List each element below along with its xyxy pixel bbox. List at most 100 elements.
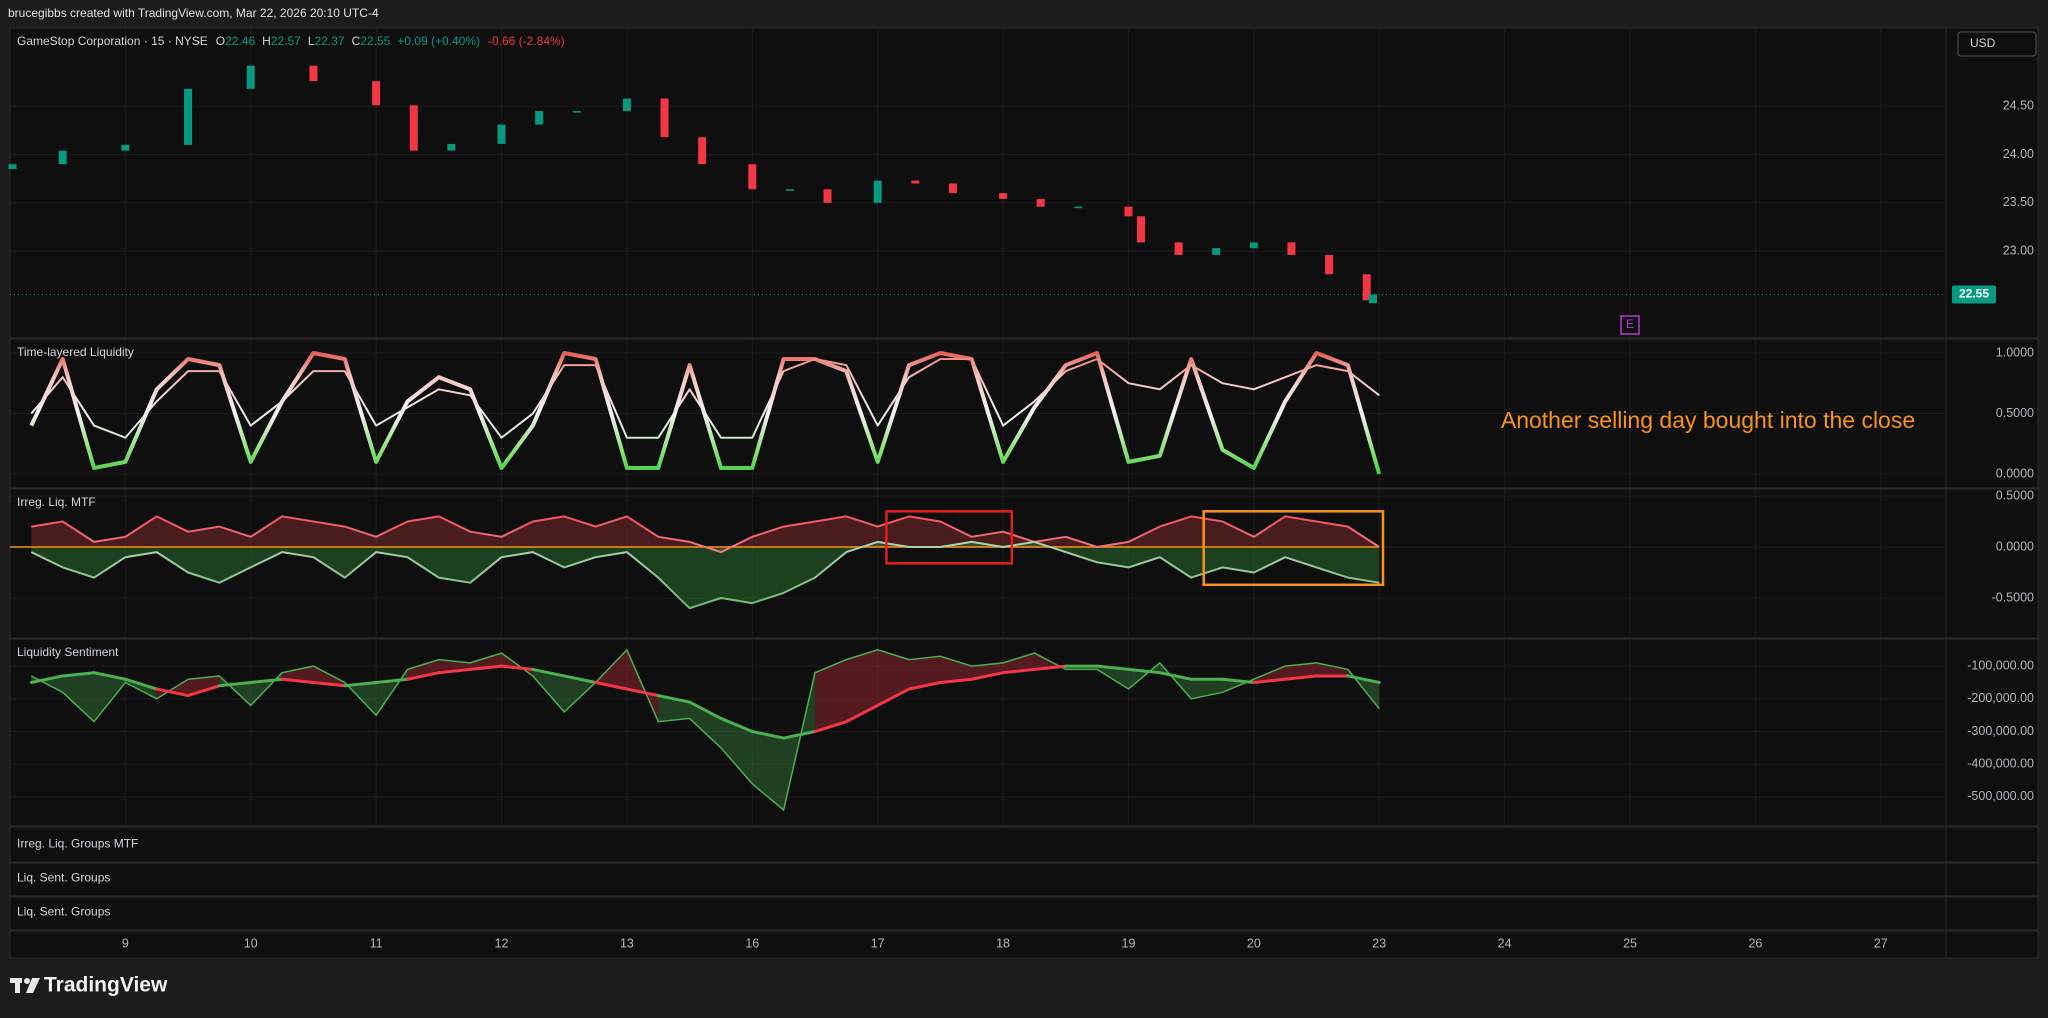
pane-title: Liq. Sent. Groups xyxy=(17,871,110,885)
sentiment-line xyxy=(938,677,974,684)
y-tick-label: 1.0000 xyxy=(1996,345,2034,359)
sentiment-line xyxy=(249,677,284,684)
event-label: E xyxy=(1626,317,1634,331)
sentiment-fill xyxy=(94,672,126,722)
sentiment-line xyxy=(1346,674,1381,684)
y-tick-label: 23.00 xyxy=(2003,243,2034,257)
candle xyxy=(1368,294,1377,304)
currency-box xyxy=(1957,31,2037,57)
sentiment-line xyxy=(92,671,127,681)
x-tick-label: 23 xyxy=(1372,936,1386,950)
y-tick-label: 23.50 xyxy=(2003,195,2034,209)
sentiment-line xyxy=(719,716,754,734)
sentiment-line xyxy=(500,664,535,671)
pane-title: Liq. Sent. Groups xyxy=(17,905,110,919)
candle xyxy=(121,144,130,151)
candle xyxy=(660,98,669,138)
candle xyxy=(58,150,67,165)
sentiment-line xyxy=(970,671,1005,681)
last-price-label: 22.55 xyxy=(1959,287,1989,301)
sentiment-line xyxy=(1221,677,1256,684)
candle xyxy=(1124,206,1133,217)
brand: TradingView xyxy=(44,974,168,997)
sentiment-line xyxy=(468,664,504,671)
pane-title: Irreg. Liq. MTF xyxy=(17,495,96,509)
legend-key: O xyxy=(216,34,225,48)
y-tick-label: 24.00 xyxy=(2003,147,2034,161)
sentiment-line xyxy=(1032,664,1068,671)
sentiment-fill xyxy=(814,659,847,732)
candle xyxy=(1137,216,1146,243)
currency: USD xyxy=(1970,36,1996,50)
sentiment-line xyxy=(907,680,942,691)
legend-change-since: -0.66 (-2.84%) xyxy=(488,34,565,48)
sentiment-fill xyxy=(188,675,220,696)
sentiment-line xyxy=(750,730,786,740)
candle xyxy=(999,193,1008,199)
highlight-box xyxy=(1202,510,1385,587)
candle xyxy=(948,183,957,194)
x-tick-label: 24 xyxy=(1498,936,1512,950)
legend-change: +0.09 (+0.40%) xyxy=(397,34,480,48)
x-tick-label: 18 xyxy=(996,936,1010,950)
y-tick-label: -200,000.00 xyxy=(1967,691,2034,705)
sentiment-fill xyxy=(940,656,972,683)
y-tick-label: 0.0000 xyxy=(1996,539,2034,553)
x-tick-label: 10 xyxy=(244,936,258,950)
x-tick-label: 25 xyxy=(1623,936,1637,950)
pane-title: GameStop Corporation · 15 · NYSE xyxy=(17,34,208,48)
y-tick-label: -300,000.00 xyxy=(1967,724,2034,738)
legend-key: C xyxy=(352,34,361,48)
candle xyxy=(698,137,707,165)
candle xyxy=(1074,206,1083,209)
sentiment-fill xyxy=(1003,653,1035,673)
y-tick-label: -0.5000 xyxy=(1992,590,2034,604)
event-marker xyxy=(1620,315,1640,335)
candle xyxy=(1212,248,1221,255)
area xyxy=(31,516,1380,553)
sentiment-line xyxy=(405,671,441,681)
candle xyxy=(246,65,255,89)
sentiment-fill xyxy=(658,695,690,722)
sentiment-fill xyxy=(1316,662,1348,676)
sentiment-line xyxy=(123,677,159,691)
sentiment-fill xyxy=(971,662,1004,680)
y-tick-label: 0.0000 xyxy=(1996,466,2034,480)
legend-value: 22.46 xyxy=(225,34,255,48)
candle xyxy=(1287,242,1296,255)
legend-value: 22.55 xyxy=(360,34,390,48)
x-tick-label: 27 xyxy=(1874,936,1888,950)
sentiment-fill xyxy=(1285,662,1317,680)
y-tick-label: 0.5000 xyxy=(1996,406,2034,420)
candle xyxy=(409,105,418,151)
sentiment-line xyxy=(656,694,692,704)
y-tick-label: -100,000.00 xyxy=(1967,658,2034,672)
line xyxy=(31,515,1380,554)
y-tick-label: 0.5000 xyxy=(1996,488,2034,502)
pane-title: Irreg. Liq. Groups MTF xyxy=(17,837,138,851)
line xyxy=(30,358,1380,439)
sentiment-line xyxy=(688,700,723,720)
sentiment-line xyxy=(594,680,629,691)
candle xyxy=(572,111,581,113)
sentiment-line xyxy=(311,680,347,688)
candle xyxy=(372,81,381,106)
highlight-box xyxy=(885,510,1014,565)
sentiment-line xyxy=(1252,677,1287,684)
x-tick-label: 11 xyxy=(370,936,383,950)
brand-logo xyxy=(10,978,40,993)
pane-title: Time-layered Liquidity xyxy=(17,345,134,359)
sentiment-fill xyxy=(156,679,189,699)
sentiment-line xyxy=(562,674,598,684)
candle xyxy=(748,164,757,190)
sentiment-fill xyxy=(720,718,753,784)
candle xyxy=(622,98,631,112)
candle xyxy=(1249,242,1258,249)
sentiment-line xyxy=(876,687,911,707)
sentiment-line xyxy=(1001,667,1036,675)
x-tick-label: 13 xyxy=(620,936,634,950)
candle xyxy=(785,189,794,191)
x-tick-label: 26 xyxy=(1748,936,1762,950)
sentiment-line xyxy=(343,680,378,688)
candle xyxy=(184,88,193,145)
